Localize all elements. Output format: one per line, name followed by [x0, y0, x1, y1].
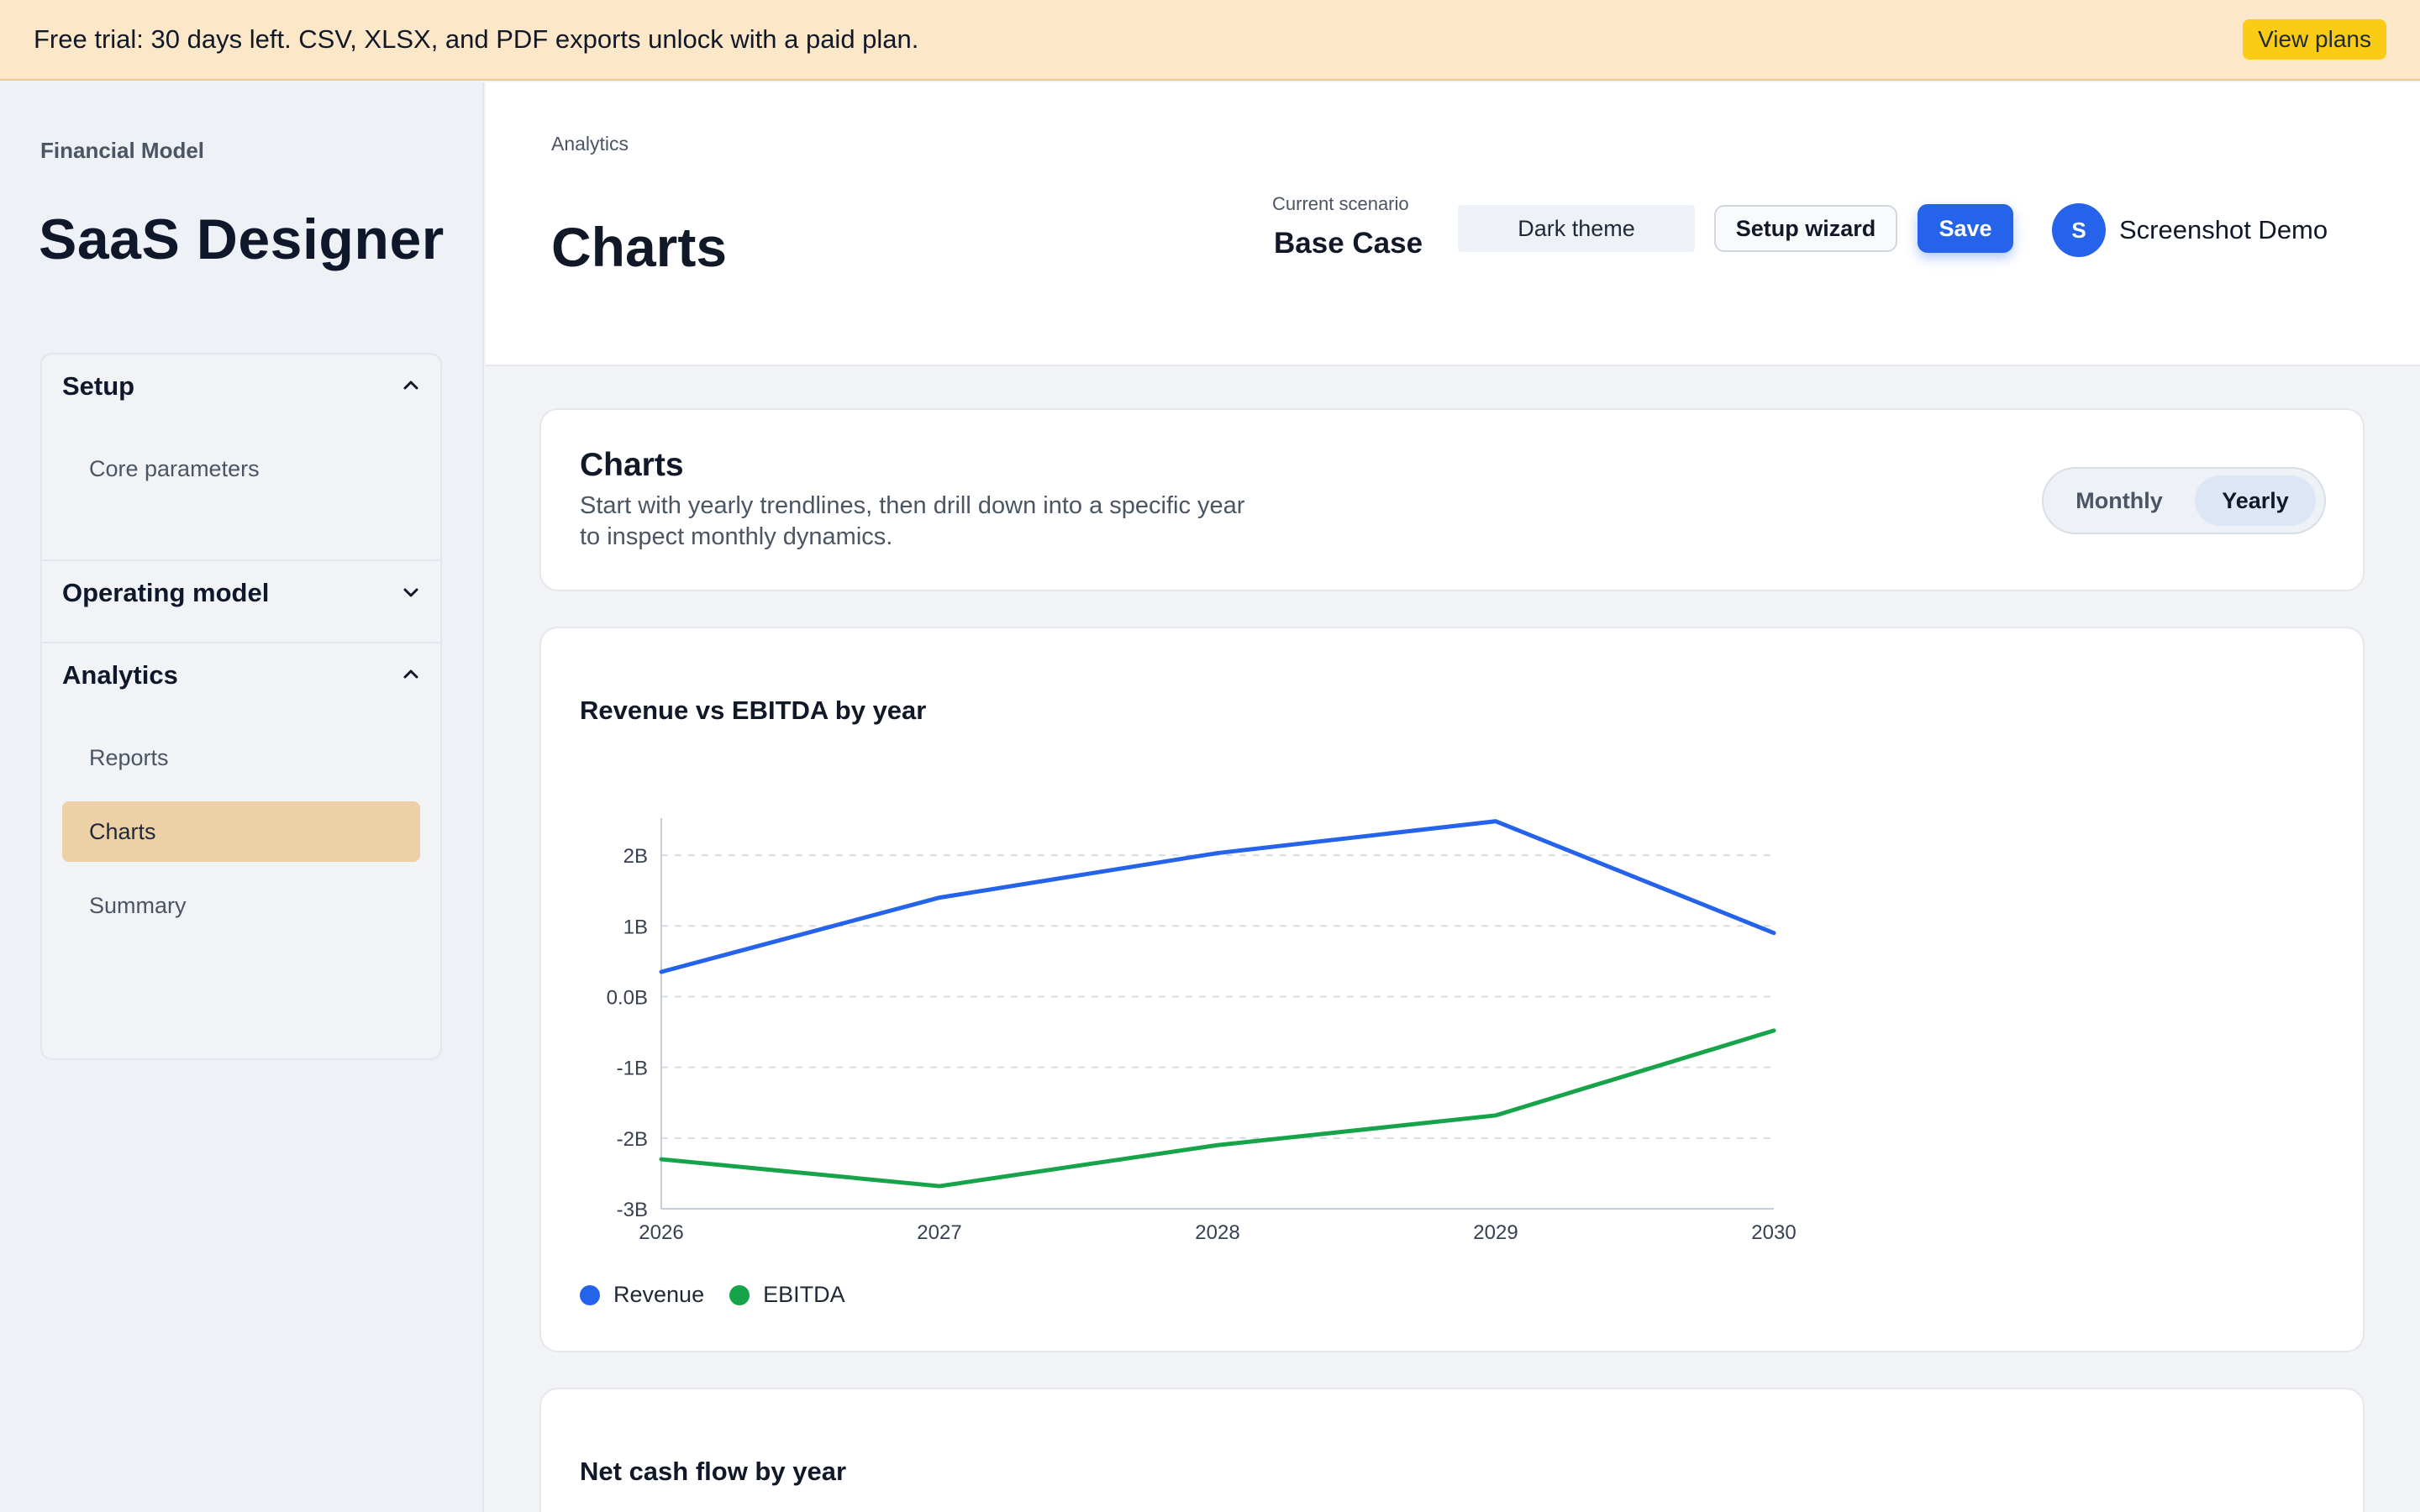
- y-tick-label: 2B: [623, 845, 648, 868]
- scenario-value[interactable]: Base Case: [1274, 227, 1423, 260]
- net-cash-flow-chart-card: Net cash flow by year: [539, 1388, 2365, 1512]
- sidebar-item-core-parameters[interactable]: Core parameters: [89, 455, 260, 481]
- chevron-up-icon[interactable]: [402, 376, 420, 395]
- avatar[interactable]: S: [2052, 203, 2106, 257]
- toggle-yearly[interactable]: Yearly: [2195, 475, 2316, 526]
- dark-theme-button[interactable]: Dark theme: [1458, 205, 1695, 252]
- chevron-up-icon[interactable]: [402, 665, 420, 684]
- sidebar-item-charts[interactable]: Charts: [62, 801, 420, 862]
- nav-group-analytics[interactable]: Analytics: [62, 660, 178, 690]
- toggle-monthly[interactable]: Monthly: [2075, 487, 2163, 513]
- y-tick-label: -2B: [617, 1128, 648, 1151]
- page-header: Analytics Charts Current scenario Base C…: [486, 82, 2420, 366]
- x-tick-label: 2030: [1751, 1221, 1796, 1244]
- sidebar-item-reports[interactable]: Reports: [89, 744, 169, 770]
- charts-intro-card: Charts Start with yearly trendlines, the…: [539, 408, 2365, 591]
- legend-label: EBITDA: [763, 1282, 845, 1307]
- legend-item-ebitda[interactable]: EBITDA: [729, 1282, 845, 1308]
- trial-banner: Free trial: 30 days left. CSV, XLSX, and…: [0, 0, 2420, 81]
- sidebar-item-summary[interactable]: Summary: [89, 892, 187, 918]
- series-line-revenue: [659, 819, 1776, 974]
- user-name[interactable]: Screenshot Demo: [2119, 215, 2328, 244]
- app-kicker: Financial Model: [40, 138, 205, 163]
- chart-title: Revenue vs EBITDA by year: [580, 696, 927, 725]
- x-tick-label: 2028: [1195, 1221, 1239, 1244]
- sidebar-nav: Setup Core parameters Operating model An…: [40, 353, 442, 1060]
- y-tick-label: 1B: [623, 916, 648, 938]
- series-line-ebitda: [659, 1028, 1776, 1189]
- x-tick-label: 2026: [639, 1221, 683, 1244]
- card-title: Charts: [580, 447, 684, 483]
- scenario-label: Current scenario: [1272, 193, 1409, 214]
- sidebar: Financial Model SaaS Designer Setup Core…: [0, 82, 484, 1512]
- breadcrumb[interactable]: Analytics: [551, 133, 629, 155]
- save-button[interactable]: Save: [1918, 204, 2013, 253]
- revenue-ebitda-chart: -3B -2B -1B 0.0B 1B 2B 2026 2027 2028 2029 2030: [607, 818, 1797, 1244]
- x-tick-label: 2027: [917, 1221, 961, 1244]
- chart-legend: Revenue EBITDA: [580, 1282, 871, 1308]
- setup-wizard-button[interactable]: Setup wizard: [1714, 205, 1897, 252]
- legend-dot-ebitda: [729, 1284, 750, 1305]
- chart-title: Net cash flow by year: [580, 1457, 847, 1486]
- nav-group-setup[interactable]: Setup: [62, 371, 135, 401]
- y-tick-label: 0.0B: [607, 986, 648, 1009]
- chevron-down-icon[interactable]: [402, 583, 420, 601]
- legend-item-revenue[interactable]: Revenue: [580, 1282, 704, 1308]
- revenue-ebitda-chart-card: Revenue vs EBITDA by year -3B -2B -1B 0.0B 1…: [539, 627, 2365, 1352]
- nav-divider: [42, 642, 440, 643]
- period-toggle: Monthly Yearly: [2042, 467, 2326, 534]
- y-tick-label: -3B: [617, 1199, 648, 1221]
- nav-group-operating-model[interactable]: Operating model: [62, 578, 270, 607]
- x-tick-label: 2029: [1473, 1221, 1518, 1244]
- view-plans-button[interactable]: View plans: [2243, 19, 2386, 60]
- legend-dot-revenue: [580, 1284, 600, 1305]
- trial-banner-text: Free trial: 30 days left. CSV, XLSX, and…: [34, 24, 919, 54]
- page-title: Charts: [551, 216, 728, 278]
- legend-label: Revenue: [613, 1282, 705, 1307]
- nav-divider: [42, 559, 440, 561]
- y-tick-label: -1B: [617, 1058, 648, 1080]
- app-title: SaaS Designer: [39, 207, 445, 271]
- card-description: Start with yearly trendlines, then drill…: [580, 492, 1245, 550]
